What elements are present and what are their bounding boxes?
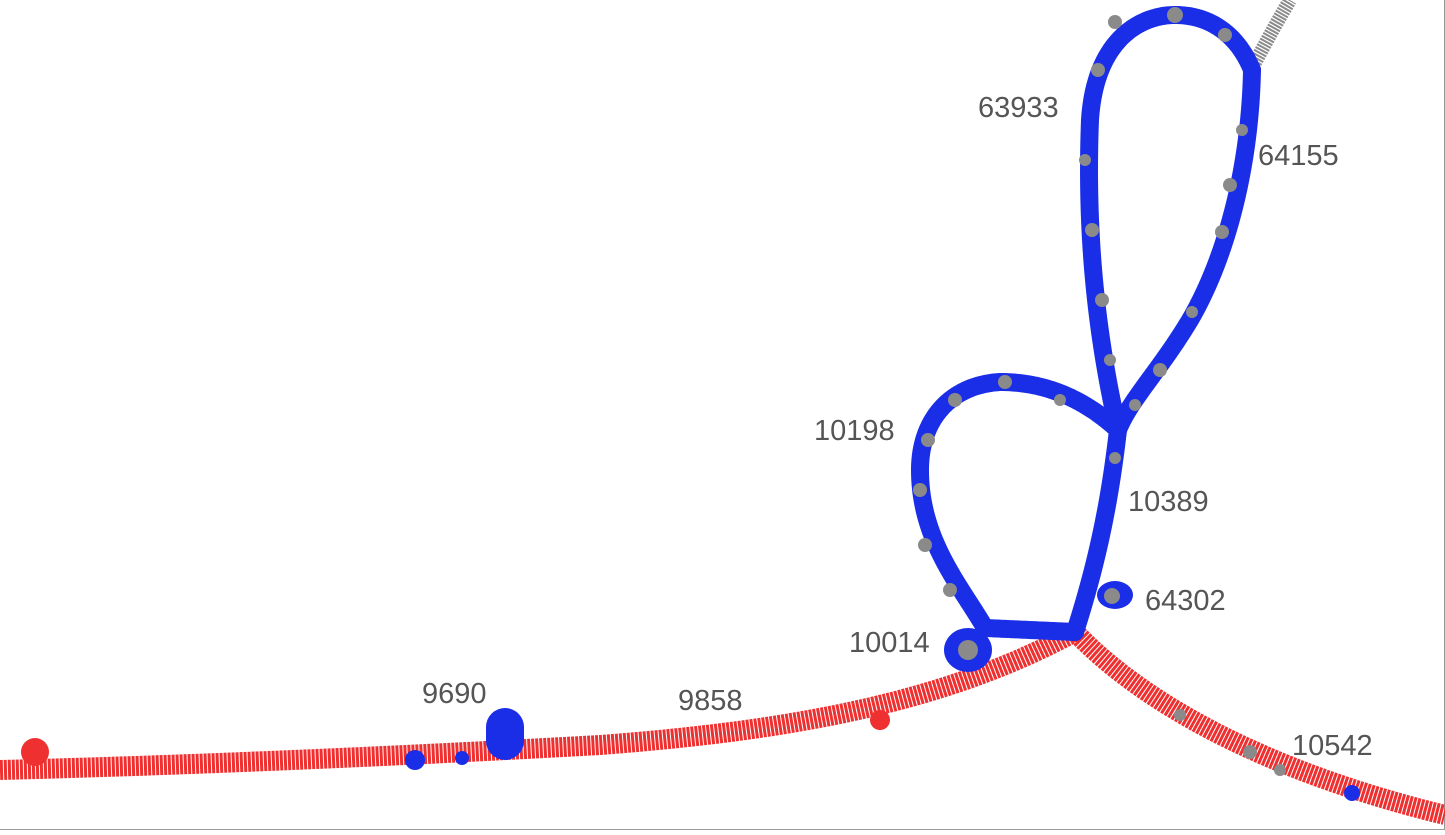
node-label-10542: 10542 xyxy=(1292,730,1373,762)
red-branch-edge-10542 xyxy=(1067,625,1445,825)
node-label-10198: 10198 xyxy=(814,415,895,447)
gray-mismatch-marks xyxy=(913,7,1286,776)
node-label-63933: 63933 xyxy=(978,92,1059,124)
node-label-10014: 10014 xyxy=(849,627,930,659)
blue-mark-red-main-2 xyxy=(455,751,469,765)
node-label-9690: 9690 xyxy=(422,678,487,710)
blue-loop-edge-64155 xyxy=(1109,61,1261,439)
blue-edge-bottom xyxy=(976,619,1084,641)
red-main-edge xyxy=(0,623,1080,780)
blue-loop-edge-10198 xyxy=(910,372,1127,637)
blue-bubble-9690 xyxy=(486,708,524,760)
node-label-9858: 9858 xyxy=(678,685,743,717)
red-end-bubble xyxy=(21,738,49,766)
gray-tail-edge xyxy=(1245,0,1297,72)
red-small-bubble xyxy=(870,710,890,730)
blue-mark-red-end xyxy=(1344,785,1360,801)
node-label-64155: 64155 xyxy=(1258,140,1339,172)
node-label-10389: 10389 xyxy=(1128,486,1209,518)
blue-mark-red-main-1 xyxy=(405,750,425,770)
node-label-64302: 64302 xyxy=(1145,585,1226,617)
